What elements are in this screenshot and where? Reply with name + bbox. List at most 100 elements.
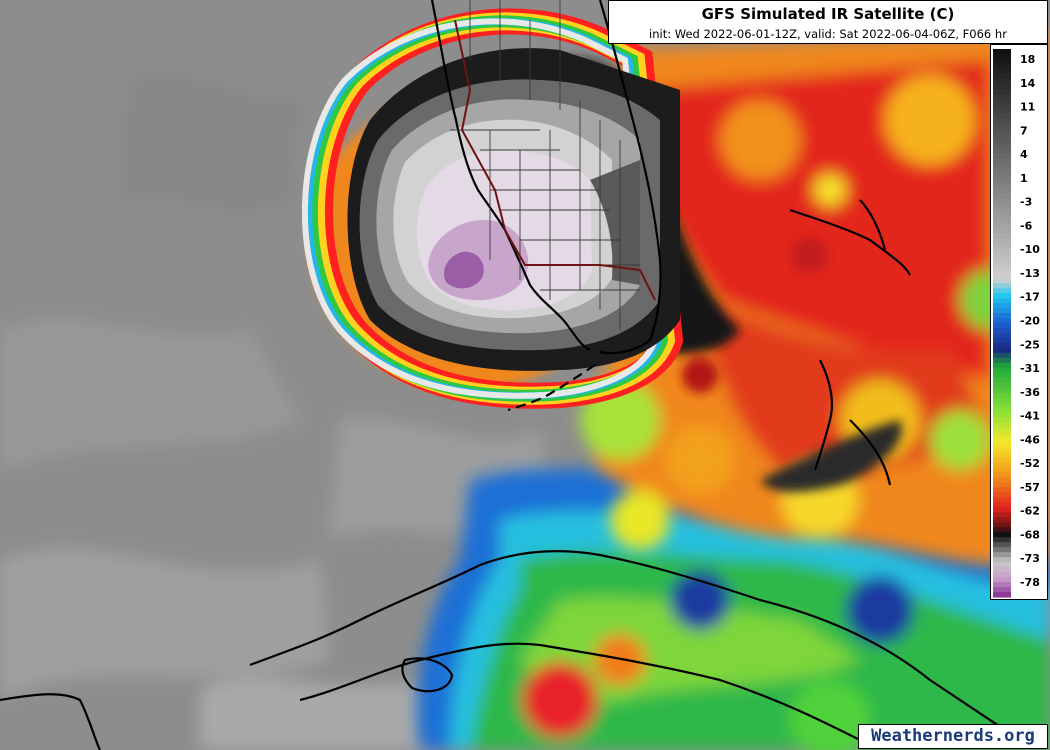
legend-color-band <box>993 357 1011 364</box>
legend-color-band <box>993 497 1011 503</box>
legend-color-band <box>993 417 1011 424</box>
legend-tick-label: -17 <box>1020 291 1040 304</box>
legend-tick-label: -62 <box>1020 505 1040 518</box>
legend-color-band <box>993 148 1011 155</box>
legend-tick-label: -41 <box>1020 410 1040 423</box>
legend-color-band <box>993 93 1011 100</box>
legend-color-band <box>993 183 1011 190</box>
legend-color-band <box>993 198 1011 205</box>
legend-color-band <box>993 223 1011 229</box>
legend-color-band <box>993 392 1011 399</box>
legend-color-band <box>993 577 1011 583</box>
legend-color-band <box>993 442 1011 449</box>
legend-color-band <box>993 367 1011 374</box>
legend-tick-label: -73 <box>1020 552 1040 565</box>
legend-color-band <box>993 522 1011 528</box>
legend-color-band <box>993 582 1011 588</box>
cuba-south-coast <box>299 642 861 741</box>
legend-color-band <box>993 422 1011 429</box>
legend-color-band <box>993 218 1011 224</box>
legend-color-band <box>993 303 1011 309</box>
legend-color-band <box>993 507 1011 513</box>
legend-color-band <box>993 88 1011 95</box>
legend-color-band <box>993 178 1011 185</box>
legend-color-band <box>993 83 1011 90</box>
legend-color-band <box>993 532 1011 538</box>
legend-tick-label: -3 <box>1020 196 1032 209</box>
florida-east-coast <box>598 0 662 355</box>
legend-color-band <box>993 233 1011 239</box>
legend-tick-label: 7 <box>1020 124 1028 137</box>
title-panel: GFS Simulated IR Satellite (C) init: Wed… <box>608 0 1048 44</box>
legend-tick-label: 11 <box>1020 101 1035 114</box>
legend-color-band <box>993 58 1011 65</box>
legend-color-band <box>993 572 1011 578</box>
legend-color-band <box>993 382 1011 389</box>
legend-color-band <box>993 452 1011 459</box>
legend-color-band <box>993 283 1011 289</box>
southern-convection <box>417 468 1050 750</box>
legend-tick-label: -46 <box>1020 433 1040 446</box>
legend-color-band <box>993 173 1011 180</box>
legend-color-band <box>993 372 1011 379</box>
legend-color-band <box>993 258 1011 264</box>
legend-color-band <box>993 557 1011 563</box>
bahamas-exuma <box>849 419 892 486</box>
legend-color-band <box>993 313 1011 319</box>
legend-color-band <box>993 293 1011 299</box>
legend-color-band <box>993 193 1011 200</box>
legend-color-band <box>993 347 1011 354</box>
legend-color-band <box>993 472 1011 479</box>
legend-color-band <box>993 377 1011 384</box>
map-title: GFS Simulated IR Satellite (C) <box>701 5 955 23</box>
legend-color-band <box>993 477 1011 484</box>
legend-tick-label: 14 <box>1020 77 1036 90</box>
bahamas-eleuthera <box>789 208 911 276</box>
legend-color-band <box>993 273 1011 279</box>
legend-color-band <box>993 158 1011 165</box>
legend-color-band <box>993 592 1011 598</box>
legend-color-band <box>993 113 1011 120</box>
legend-color-band <box>993 567 1011 573</box>
legend-tick-label: -36 <box>1020 386 1040 399</box>
legend-tick-label: -68 <box>1020 529 1040 542</box>
legend-color-band <box>993 49 1011 55</box>
legend-color-band <box>993 407 1011 414</box>
legend-color-band <box>993 487 1011 493</box>
map-subtitle: init: Wed 2022-06-01-12Z, valid: Sat 202… <box>649 27 1007 41</box>
legend-color-band <box>993 323 1011 329</box>
tropical-storm-cloud-shield <box>301 8 684 409</box>
legend-tick-label: -78 <box>1020 576 1040 589</box>
legend-color-band <box>993 332 1011 339</box>
legend-color-band <box>993 327 1011 334</box>
coastlines <box>0 0 1021 750</box>
legend-color-band <box>993 78 1011 85</box>
legend-color-band <box>993 168 1011 175</box>
legend-color-band <box>993 552 1011 558</box>
legend-color-band <box>993 163 1011 170</box>
legend-color-band <box>993 118 1011 125</box>
legend-color-band <box>993 362 1011 369</box>
legend-color-band <box>993 457 1011 464</box>
legend-tick-label: -6 <box>1020 219 1033 232</box>
legend-color-band <box>993 63 1011 70</box>
legend-color-band <box>993 228 1011 234</box>
legend-tick-label: -52 <box>1020 457 1040 470</box>
state-county-borders <box>450 0 640 330</box>
isla-de-la-juventud <box>401 657 454 693</box>
legend-color-band <box>993 517 1011 523</box>
legend-tick-label: -57 <box>1020 481 1040 494</box>
legend-color-band <box>993 298 1011 304</box>
legend-color-band <box>993 153 1011 160</box>
legend-tick-label: -25 <box>1020 338 1040 351</box>
yucatan <box>0 693 101 750</box>
cuba-north-coast <box>249 550 1021 741</box>
legend-color-band <box>993 337 1011 344</box>
legend-color-band <box>993 138 1011 145</box>
legend-color-band <box>993 108 1011 115</box>
legend-color-band <box>993 502 1011 508</box>
legend-color-band <box>993 278 1011 284</box>
legend-color-band <box>993 342 1011 349</box>
bahamas-great-abaco <box>859 199 887 251</box>
